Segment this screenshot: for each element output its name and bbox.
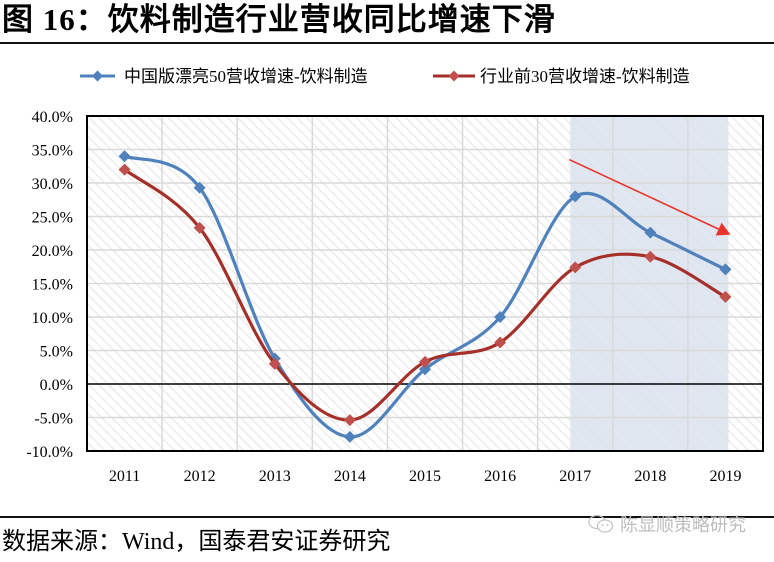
data-point-diamond <box>494 336 507 349</box>
y-tick-label: 40.0% <box>32 109 73 126</box>
x-tick-label: 2016 <box>484 468 516 485</box>
series-pretty50 <box>118 150 732 443</box>
y-tick-label: 25.0% <box>32 210 73 227</box>
plot-area <box>86 115 764 452</box>
y-tick-label: 30.0% <box>32 176 73 193</box>
legend-label: 行业前30营收增速-饮料制造 <box>480 67 690 86</box>
data-point-diamond <box>118 163 131 176</box>
plot-border <box>86 115 764 452</box>
x-tick-label: 2017 <box>559 468 591 485</box>
legend-marker-diamond <box>92 70 103 82</box>
footer-divider <box>0 516 774 518</box>
legend-item-top30: 行业前30营收增速-饮料制造 <box>433 67 690 86</box>
figure-title: 图 16：饮料制造行业营收同比增速下滑 <box>2 2 556 37</box>
x-tick-label: 2018 <box>634 468 666 485</box>
x-tick-label: 2015 <box>409 468 441 485</box>
y-axis: 40.0% 35.0% 30.0% 25.0% 20.0% 15.0% 10.0% 5.0% 0… <box>26 109 73 461</box>
data-point-diamond <box>569 190 582 203</box>
y-tick-label: 35.0% <box>32 143 73 160</box>
data-source: 数据来源：Wind，国泰君安证券研究 <box>2 529 391 555</box>
data-point-diamond <box>569 261 582 274</box>
arrow-head-icon <box>715 222 731 236</box>
y-tick-label: 15.0% <box>32 277 73 294</box>
data-point-diamond <box>193 181 206 194</box>
legend-item-pretty50: 中国版漂亮50营收增速-饮料制造 <box>80 67 368 86</box>
series-line <box>123 168 727 422</box>
data-point-diamond <box>719 263 732 276</box>
wechat-icon <box>588 514 614 533</box>
data-point-diamond <box>494 311 507 323</box>
y-tick-label: 5.0% <box>40 344 73 361</box>
y-tick-label: -10.0% <box>26 444 73 461</box>
legend-label: 中国版漂亮50营收增速-饮料制造 <box>124 67 368 86</box>
series-top30 <box>118 163 732 427</box>
data-point-diamond <box>719 290 732 303</box>
data-point-diamond <box>644 226 657 239</box>
x-tick-label: 2011 <box>109 468 140 485</box>
title-divider <box>0 42 774 44</box>
data-point-diamond <box>419 355 431 368</box>
legend-marker-diamond <box>448 70 460 82</box>
data-point-diamond <box>419 363 431 376</box>
x-tick-label: 2019 <box>709 468 741 485</box>
data-point-diamond <box>268 357 281 370</box>
data-point-diamond <box>343 430 356 443</box>
trend-arrow <box>568 158 731 236</box>
watermark: 陈显顺策略研究 <box>588 511 746 537</box>
x-tick-label: 2012 <box>184 468 216 485</box>
data-point-diamond <box>644 250 657 263</box>
y-tick-label: 0.0% <box>40 377 73 394</box>
chart-legend: 中国版漂亮50营收增速-饮料制造 行业前30营收增速-饮料制造 <box>80 67 690 86</box>
x-tick-label: 2013 <box>259 468 291 485</box>
y-tick-label: -5.0% <box>34 411 73 428</box>
data-point-diamond <box>118 150 131 163</box>
x-tick-label: 2014 <box>334 468 366 485</box>
data-point-diamond <box>193 221 206 234</box>
x-axis: 2011 2012 2013 2014 2015 2016 2017 2018 2019 <box>109 468 742 485</box>
y-tick-label: 10.0% <box>32 310 73 327</box>
watermark-text: 陈显顺策略研究 <box>620 515 746 536</box>
line-chart: 中国版漂亮50营收增速-饮料制造 行业前30营收增速-饮料制造 40.0% 35.0… <box>26 67 764 485</box>
data-point-diamond <box>343 414 356 427</box>
y-tick-label: 20.0% <box>32 243 73 260</box>
